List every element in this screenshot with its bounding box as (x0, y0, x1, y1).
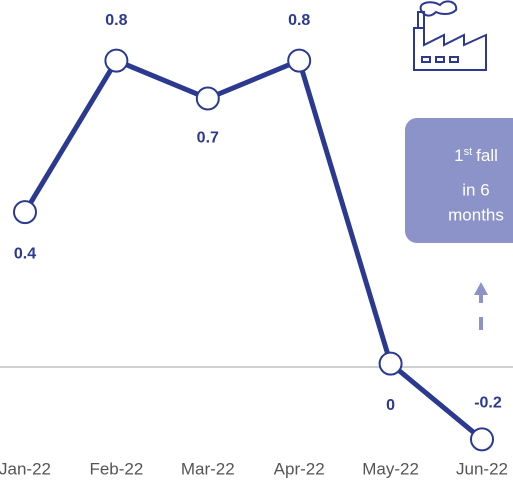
arrow (474, 282, 488, 330)
x-tick-label: Mar-22 (181, 459, 235, 478)
value-label: 0.8 (105, 12, 127, 29)
x-tick-label: Apr-22 (274, 459, 325, 478)
x-tick-label: Jan-22 (0, 459, 51, 478)
point (287, 48, 312, 73)
annotation-ordinal: 1 (454, 146, 463, 165)
value-label: 0.4 (14, 245, 36, 262)
annotation-box (405, 118, 513, 243)
point (104, 48, 129, 73)
annotation-line1: 1st fall (454, 146, 498, 166)
value-label: 0 (386, 397, 395, 414)
x-tick-label: Jun-22 (456, 459, 508, 478)
line (22, 58, 484, 442)
value-label: -0.2 (474, 395, 502, 412)
annotation-text: fall (476, 146, 498, 165)
point (378, 351, 403, 376)
x-tick-label: May-22 (362, 459, 419, 478)
x-tick-label: Feb-22 (89, 459, 143, 478)
annotation-line3: months (448, 205, 504, 224)
factory-icon (413, 0, 487, 71)
point (470, 427, 494, 452)
point (13, 200, 37, 225)
point (195, 86, 220, 111)
value-label: 0.8 (288, 12, 310, 29)
annotation-line2: in 6 (462, 180, 489, 199)
value-label: 0.7 (197, 130, 219, 147)
annotation-suffix: st (464, 146, 473, 158)
